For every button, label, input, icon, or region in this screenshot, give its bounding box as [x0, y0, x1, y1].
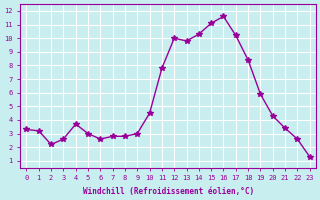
- X-axis label: Windchill (Refroidissement éolien,°C): Windchill (Refroidissement éolien,°C): [83, 187, 254, 196]
